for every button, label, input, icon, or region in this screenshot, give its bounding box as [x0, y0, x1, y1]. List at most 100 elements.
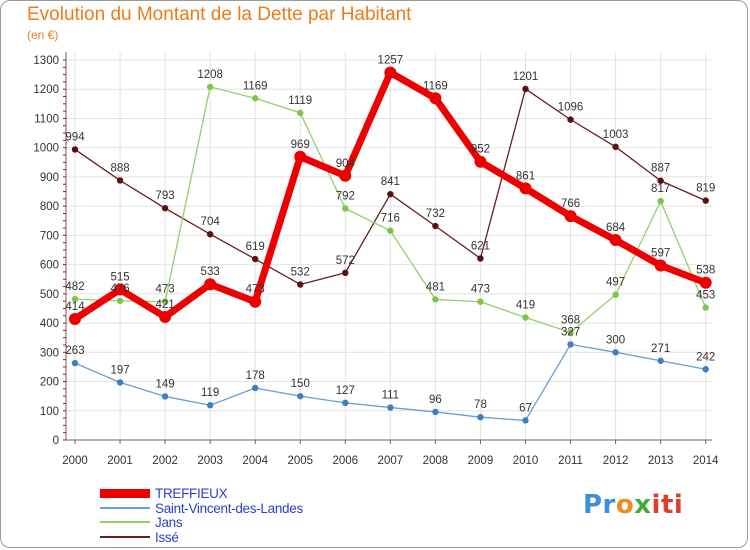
- data-point: [71, 295, 79, 303]
- data-point: [474, 155, 487, 168]
- data-point: [387, 227, 394, 234]
- y-tick-label: 1200: [33, 84, 59, 96]
- data-point: [116, 177, 124, 184]
- data-point: [567, 341, 574, 348]
- data-point: [699, 276, 712, 289]
- data-point: [654, 259, 667, 272]
- x-tick-label: 2005: [287, 455, 313, 467]
- data-label: 597: [651, 247, 670, 259]
- chart-title: Evolution du Montant de la Dette par Hab…: [27, 4, 412, 25]
- data-label: 197: [110, 364, 129, 376]
- proxiti-logo: Proxiti: [583, 490, 683, 520]
- x-tick-label: 2011: [558, 455, 583, 467]
- data-point: [161, 298, 169, 305]
- y-tick-label: 1000: [33, 143, 59, 155]
- data-point: [702, 197, 709, 204]
- x-tick-label: 2006: [333, 455, 359, 467]
- data-label: 1003: [603, 129, 629, 141]
- data-point: [206, 231, 214, 238]
- data-label: 473: [471, 284, 490, 296]
- y-tick-label: 1100: [34, 113, 59, 125]
- y-tick-label: 300: [40, 347, 59, 359]
- data-label: 111: [382, 390, 399, 402]
- data-label: 887: [651, 163, 670, 175]
- y-tick-label: 200: [40, 377, 59, 389]
- data-point: [477, 255, 484, 262]
- data-point: [252, 384, 259, 392]
- data-point: [71, 359, 79, 367]
- data-point: [567, 116, 574, 123]
- data-label: 819: [696, 183, 715, 195]
- y-tick-label: 800: [40, 201, 59, 213]
- data-label: 419: [516, 300, 535, 312]
- data-label: 861: [516, 170, 535, 182]
- data-point: [71, 146, 79, 153]
- data-label: 1257: [378, 55, 404, 67]
- data-label: 532: [291, 266, 310, 278]
- data-point: [384, 66, 397, 79]
- data-label: 473: [156, 284, 175, 296]
- data-point: [612, 143, 619, 151]
- logo-part: x: [634, 490, 652, 520]
- data-point: [116, 379, 124, 386]
- data-point: [342, 269, 349, 276]
- x-tick-label: 2007: [378, 455, 404, 467]
- data-point: [159, 310, 172, 323]
- data-point: [252, 95, 259, 102]
- data-label: 538: [696, 265, 715, 277]
- data-point: [612, 291, 619, 298]
- legend-label: Saint-Vincent-des-Landes: [155, 500, 303, 516]
- x-tick-label: 2002: [152, 455, 178, 467]
- data-label: 271: [651, 343, 670, 355]
- logo-part: Pr: [583, 490, 616, 520]
- y-tick-label: 700: [40, 230, 59, 242]
- data-point: [69, 312, 81, 325]
- data-point: [432, 222, 439, 230]
- data-label: 119: [201, 387, 219, 399]
- data-label: 1119: [288, 95, 312, 107]
- data-point: [429, 92, 442, 105]
- data-point: [522, 85, 529, 93]
- data-point: [294, 150, 307, 163]
- data-label: 497: [606, 277, 625, 289]
- logo-part: o: [615, 490, 635, 520]
- data-label: 684: [606, 222, 626, 234]
- data-point: [567, 329, 574, 336]
- data-label: 421: [156, 299, 175, 311]
- legend-label: Issé: [155, 529, 179, 545]
- data-label: 704: [201, 216, 221, 228]
- data-label: 792: [336, 190, 355, 202]
- data-label: 300: [606, 334, 625, 346]
- data-label: 572: [336, 255, 355, 267]
- data-label: 178: [246, 370, 265, 382]
- legend-swatch: [100, 506, 150, 509]
- data-point: [657, 357, 664, 364]
- data-label: 952: [471, 144, 490, 156]
- data-label: 1096: [558, 102, 584, 114]
- x-tick-label: 2008: [423, 455, 449, 467]
- x-tick-label: 2004: [242, 455, 268, 467]
- data-label: 1208: [197, 69, 223, 81]
- data-point: [342, 205, 349, 212]
- y-tick-label: 1300: [33, 55, 59, 67]
- data-label: 732: [426, 208, 445, 220]
- data-point: [206, 402, 214, 409]
- data-point: [161, 393, 169, 400]
- y-tick-label: 100: [40, 406, 59, 418]
- data-label: 766: [561, 198, 580, 210]
- data-point: [702, 366, 709, 373]
- data-point: [519, 182, 532, 195]
- data-point: [297, 109, 304, 117]
- data-label: 619: [246, 241, 265, 253]
- x-tick-label: 2013: [648, 455, 674, 467]
- legend-swatch: [100, 535, 150, 538]
- y-tick-label: 600: [40, 260, 59, 272]
- data-point: [252, 255, 259, 263]
- y-tick-label: 0: [53, 435, 59, 447]
- x-tick-label: 2000: [62, 455, 88, 467]
- data-label: 621: [471, 240, 490, 252]
- data-point: [339, 169, 352, 182]
- data-point: [522, 417, 529, 424]
- data-label: 327: [561, 326, 580, 338]
- data-label: 1201: [513, 71, 539, 83]
